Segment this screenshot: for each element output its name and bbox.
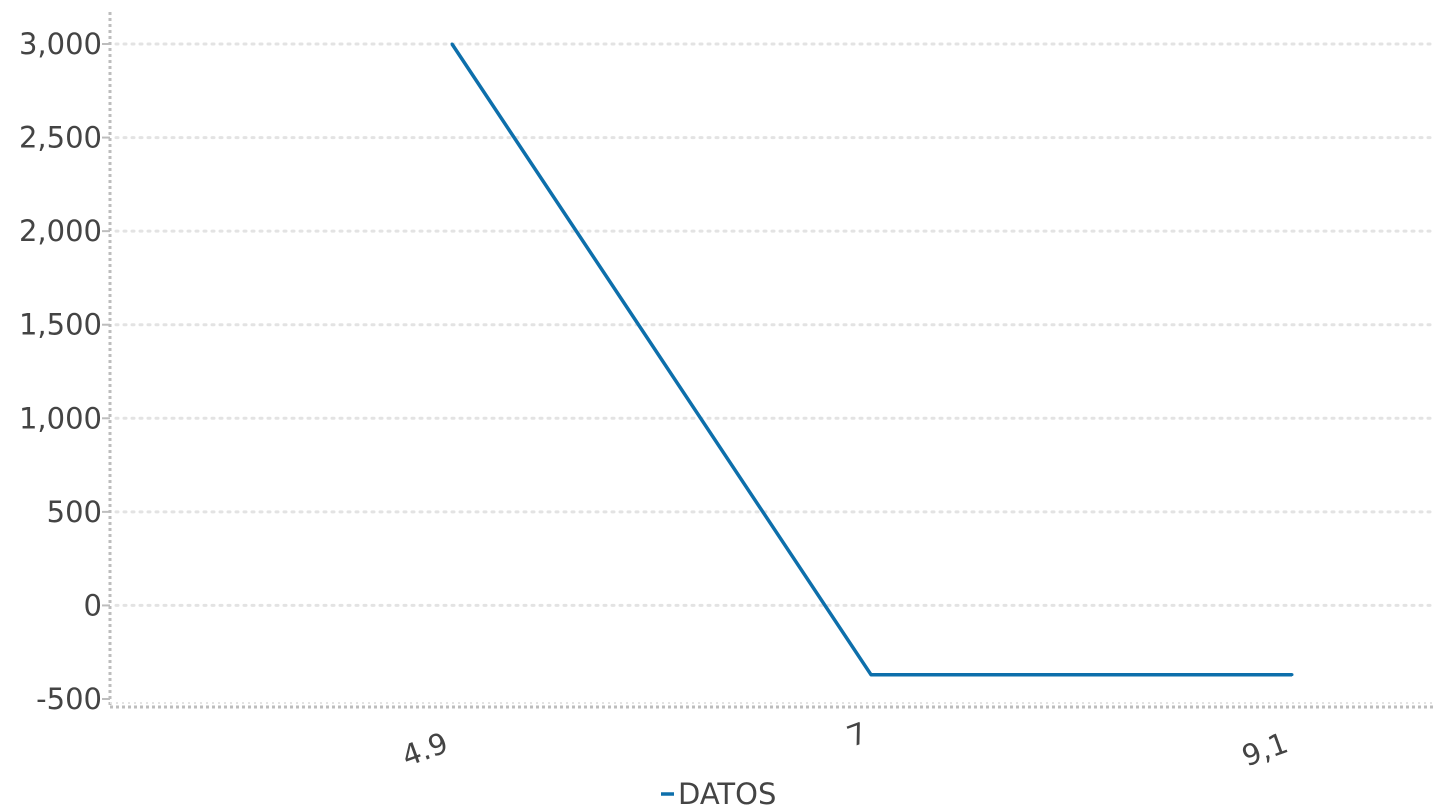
legend-label[interactable]: DATOS [678, 777, 776, 809]
data-point [869, 673, 873, 677]
gridlines [114, 42, 1437, 607]
y-tick-label: 1,000 [19, 401, 102, 435]
data-point [1290, 673, 1294, 677]
y-tick-label: 500 [47, 495, 102, 529]
data-point [450, 42, 454, 46]
y-tick-label: -500 [36, 682, 102, 716]
x-axis-ticks: 4.9 7 9,1 [397, 716, 1292, 774]
y-tick-label: 0 [84, 588, 102, 622]
y-tick-label: 2,000 [19, 214, 102, 248]
x-tick-label: 7 [842, 716, 871, 754]
y-tick-label: 1,500 [19, 308, 102, 342]
x-tick-label: 9,1 [1237, 726, 1292, 774]
y-tick-label: 2,500 [19, 121, 102, 155]
y-tick-label: 3,000 [19, 27, 102, 61]
legend[interactable]: DATOS [661, 777, 776, 809]
axes [108, 12, 1435, 709]
series-group [450, 42, 1294, 677]
x-tick-label: 4.9 [397, 726, 452, 774]
y-axis-ticks: 3,000 2,500 2,000 1,500 1,000 500 0 -500 [19, 27, 110, 716]
